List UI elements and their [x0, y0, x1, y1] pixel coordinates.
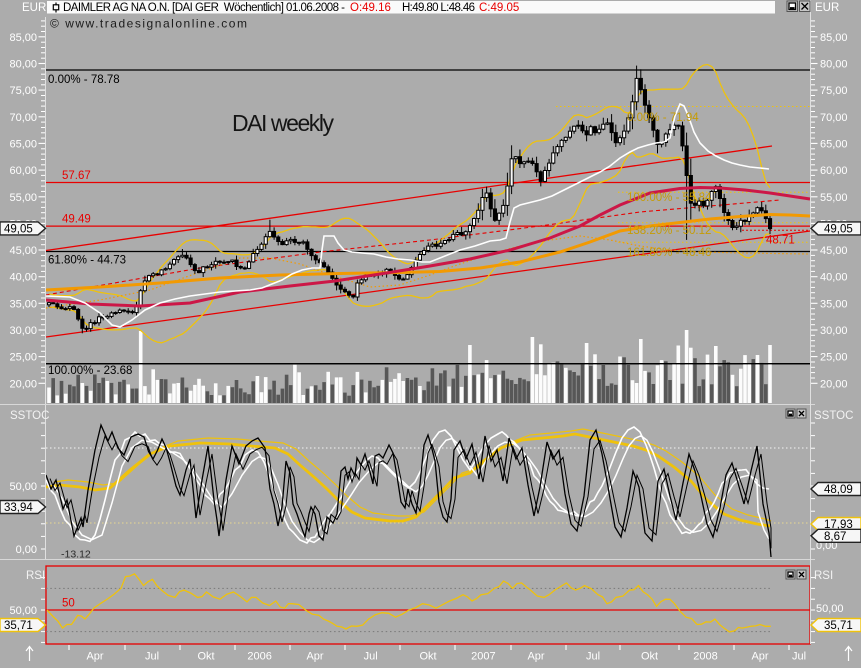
svg-text:17,93: 17,93 — [824, 519, 853, 531]
svg-text:Jul: Jul — [586, 651, 600, 663]
svg-text:2007: 2007 — [471, 651, 495, 663]
svg-text:EUR: EUR — [22, 2, 46, 14]
svg-text:2008: 2008 — [693, 651, 717, 663]
svg-text:© www.tradesignalonline.com: © www.tradesignalonline.com — [50, 17, 247, 31]
svg-text:H:49.80 L:48.46: H:49.80 L:48.46 — [402, 2, 475, 14]
svg-text:Okt: Okt — [197, 651, 214, 663]
svg-text:70,00: 70,00 — [9, 112, 37, 124]
svg-text:45,00: 45,00 — [9, 245, 37, 257]
svg-text:49,05: 49,05 — [824, 223, 853, 235]
svg-text:65,00: 65,00 — [820, 138, 848, 150]
svg-text:100.00% - 55.84: 100.00% - 55.84 — [627, 192, 712, 204]
svg-text:SSTOC: SSTOC — [814, 410, 853, 422]
svg-text:161.80% - 46.46: 161.80% - 46.46 — [627, 247, 711, 259]
svg-text:0.00% - 78.78: 0.00% - 78.78 — [48, 74, 120, 86]
svg-text:50,00: 50,00 — [9, 481, 37, 493]
svg-text:Jul: Jul — [145, 651, 159, 663]
svg-text:Apr: Apr — [86, 651, 103, 663]
svg-text:0,00: 0,00 — [16, 544, 37, 556]
svg-text:RSI: RSI — [26, 570, 45, 582]
svg-text:EUR: EUR — [815, 2, 839, 14]
svg-text:25,00: 25,00 — [9, 352, 37, 364]
svg-text:2006: 2006 — [247, 651, 271, 663]
svg-text:55,00: 55,00 — [820, 192, 848, 204]
svg-text:50: 50 — [62, 598, 75, 610]
svg-text:35,00: 35,00 — [820, 298, 848, 310]
svg-text:Apr: Apr — [751, 651, 768, 663]
svg-text:Jul: Jul — [792, 651, 806, 663]
svg-text:48,09: 48,09 — [824, 484, 853, 496]
svg-text:138.20% - 50.12: 138.20% - 50.12 — [627, 225, 711, 237]
svg-text:-13.12: -13.12 — [61, 549, 91, 561]
svg-text:65,00: 65,00 — [9, 138, 37, 150]
svg-text:40,00: 40,00 — [820, 272, 848, 284]
svg-text:Okt: Okt — [641, 651, 658, 663]
svg-text:70,00: 70,00 — [820, 112, 848, 124]
svg-text:75,00: 75,00 — [820, 85, 848, 97]
svg-text:35,71: 35,71 — [4, 620, 33, 632]
svg-text:33,94: 33,94 — [4, 502, 33, 514]
svg-text:80,00: 80,00 — [9, 59, 37, 71]
svg-text:35,00: 35,00 — [9, 298, 37, 310]
svg-text:85,00: 85,00 — [820, 32, 848, 44]
svg-text:O:49.16: O:49.16 — [350, 2, 391, 14]
svg-text:Apr: Apr — [306, 651, 323, 663]
svg-text:57.67: 57.67 — [62, 170, 91, 182]
svg-text:60,00: 60,00 — [9, 165, 37, 177]
svg-text:85,00: 85,00 — [9, 32, 37, 44]
svg-text:80,00: 80,00 — [820, 59, 848, 71]
svg-text:20,00: 20,00 — [820, 378, 848, 390]
svg-text:55,00: 55,00 — [9, 192, 37, 204]
svg-text:20,00: 20,00 — [9, 378, 37, 390]
svg-text:25,00: 25,00 — [820, 352, 848, 364]
svg-text:49.49: 49.49 — [62, 214, 91, 226]
svg-text:0.00% - 71.94: 0.00% - 71.94 — [627, 112, 699, 124]
svg-text:100.00% - 23.68: 100.00% - 23.68 — [48, 365, 132, 377]
svg-text:30,00: 30,00 — [820, 325, 848, 337]
svg-text:Okt: Okt — [419, 651, 436, 663]
svg-text:DAI weekly: DAI weekly — [232, 110, 335, 136]
svg-text:C:49.05: C:49.05 — [479, 2, 519, 14]
svg-text:48.71: 48.71 — [766, 235, 795, 247]
svg-text:8,67: 8,67 — [824, 531, 846, 543]
svg-text:RSI: RSI — [814, 570, 833, 582]
svg-text:30,00: 30,00 — [9, 325, 37, 337]
svg-text:Apr: Apr — [527, 651, 544, 663]
svg-text:75,00: 75,00 — [9, 85, 37, 97]
svg-text:50,00: 50,00 — [816, 603, 844, 615]
svg-text:SSTOC: SSTOC — [10, 410, 49, 422]
svg-text:DAIMLER AG NA O.N. [DAI GER W: DAIMLER AG NA O.N. [DAI GER Wöchentlich]… — [63, 2, 345, 14]
svg-text:60,00: 60,00 — [820, 165, 848, 177]
svg-text:40,00: 40,00 — [9, 272, 37, 284]
svg-text:Jul: Jul — [364, 651, 378, 663]
svg-text:50,00: 50,00 — [9, 605, 37, 617]
svg-text:49,05: 49,05 — [4, 223, 33, 235]
svg-text:35,71: 35,71 — [824, 620, 853, 632]
svg-text:45,00: 45,00 — [820, 245, 848, 257]
svg-text:61.80% - 44.73: 61.80% - 44.73 — [48, 255, 126, 267]
